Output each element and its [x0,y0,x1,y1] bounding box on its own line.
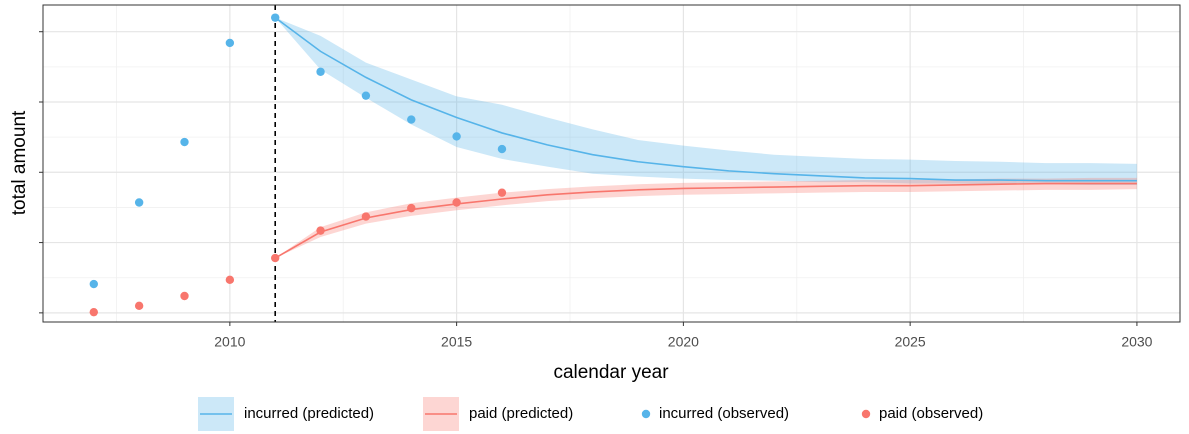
x-tick-label: 2020 [668,334,699,350]
point [225,275,235,285]
point [134,301,144,311]
legend-key [641,409,651,419]
point [89,307,98,317]
legend-label: incurred (observed) [659,405,789,422]
x-tick-label: 2025 [895,334,926,350]
point [134,198,144,207]
point [361,212,371,221]
point [89,279,98,289]
point [180,137,189,147]
legend-label: paid (observed) [879,405,983,422]
point [407,203,416,213]
x-tick-label: 2030 [1121,334,1152,350]
x-axis-title: calendar year [553,362,669,383]
point [225,38,235,48]
point [180,291,189,301]
point [316,67,325,76]
legend-label: incurred (predicted) [244,405,374,422]
point [316,226,325,235]
point [271,13,280,22]
point [452,198,461,207]
prediction-line [274,182,1137,259]
point [407,115,416,124]
y-axis-title: total amount [9,110,30,215]
legend-key [861,409,871,419]
x-tick-label: 2015 [441,334,472,350]
point [497,144,507,154]
panel-border [42,4,1181,323]
prediction-band [275,177,1137,259]
point [361,91,371,100]
point [497,188,507,197]
prediction-band [275,17,1137,185]
point [452,132,461,141]
prediction-line [274,17,1137,182]
x-tick-label: 2010 [214,334,245,350]
legend-label: paid (predicted) [469,405,573,422]
point [271,253,280,263]
